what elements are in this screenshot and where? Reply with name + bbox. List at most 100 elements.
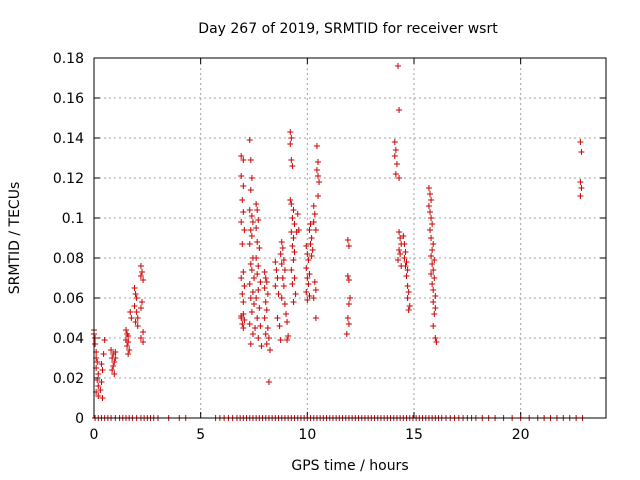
data-point [311, 279, 318, 285]
data-point [274, 275, 281, 281]
data-point [256, 305, 263, 311]
data-point [396, 107, 403, 113]
data-point [577, 193, 584, 199]
data-point [310, 219, 317, 225]
data-point [290, 299, 297, 305]
data-point [288, 157, 295, 163]
data-point [284, 337, 291, 343]
data-point [287, 129, 294, 135]
y-tick-labels: 0 0.02 0.04 0.06 0.08 0.1 0.12 0.14 0.16 0.18 [53, 51, 84, 427]
data-point [249, 289, 256, 295]
data-point [238, 153, 245, 159]
data-point [393, 161, 400, 167]
x-tick-label: 20 [512, 427, 530, 443]
data-point [239, 291, 246, 297]
data-point [248, 233, 255, 239]
data-point [309, 247, 316, 253]
data-point [137, 305, 144, 311]
data-point [290, 257, 297, 263]
data-point [431, 257, 438, 263]
data-point [431, 311, 438, 317]
data-point [134, 323, 141, 329]
data-point [432, 305, 439, 311]
data-point [290, 207, 297, 213]
data-point [401, 255, 408, 261]
data-point [264, 325, 271, 331]
data-point [134, 315, 141, 321]
data-point [396, 229, 403, 235]
y-tick-label: 0.18 [53, 51, 84, 67]
data-point [305, 281, 312, 287]
data-point [397, 235, 404, 241]
data-point [140, 329, 147, 335]
data-point [281, 267, 288, 273]
data-point [392, 171, 399, 177]
data-point [262, 275, 269, 281]
y-tick-label: 0.04 [53, 331, 84, 347]
data-point [303, 289, 310, 295]
data-point [278, 239, 285, 245]
data-point [137, 335, 144, 341]
data-point [127, 309, 134, 315]
data-point [240, 183, 247, 189]
data-point [248, 213, 255, 219]
data-point [123, 327, 129, 333]
data-point [277, 251, 284, 257]
data-point [428, 271, 435, 277]
data-point [248, 309, 255, 315]
data-point [425, 203, 432, 209]
data-point [312, 287, 319, 293]
data-point [126, 347, 133, 353]
data-point [400, 233, 407, 239]
data-point [252, 325, 259, 331]
data-point [577, 139, 584, 145]
grid-lines [94, 58, 606, 418]
data-point [132, 291, 139, 297]
data-point [347, 295, 353, 301]
data-point [429, 281, 436, 287]
data-point [94, 359, 101, 365]
data-point [240, 209, 247, 215]
data-point [262, 331, 269, 337]
data-point [429, 261, 436, 267]
data-point [281, 301, 288, 307]
data-point [257, 279, 264, 285]
data-point [258, 343, 265, 349]
data-point [430, 323, 437, 329]
data-point [291, 221, 298, 227]
data-point [263, 341, 270, 347]
data-point [97, 387, 104, 393]
data-point [256, 245, 263, 251]
data-point [425, 185, 432, 191]
y-tick-label: 0.16 [53, 91, 84, 107]
data-point [101, 337, 108, 343]
data-point [312, 227, 319, 233]
data-point [289, 281, 296, 287]
data-point [345, 243, 352, 249]
data-point [246, 321, 253, 327]
data-point [240, 311, 247, 317]
y-tick-label: 0.12 [53, 171, 84, 187]
data-point [313, 167, 320, 173]
data-point [312, 315, 319, 321]
data-point [249, 219, 256, 225]
x-tick-labels: 0 5 10 15 20 [90, 427, 530, 443]
data-point [254, 207, 261, 213]
data-point [277, 337, 284, 343]
data-point [272, 283, 279, 289]
data-point [241, 283, 248, 289]
data-point [396, 175, 403, 181]
data-point [402, 249, 409, 255]
data-point [310, 295, 317, 301]
data-point [392, 147, 399, 153]
data-point [431, 275, 438, 281]
y-tick-label: 0.1 [62, 211, 84, 227]
y-tick-label: 0.14 [53, 131, 84, 147]
data-point [430, 299, 437, 305]
data-point [291, 275, 298, 281]
data-point [428, 197, 435, 203]
data-point [248, 267, 255, 273]
data-point [274, 315, 281, 321]
data-point [307, 221, 314, 227]
data-point [276, 323, 283, 329]
